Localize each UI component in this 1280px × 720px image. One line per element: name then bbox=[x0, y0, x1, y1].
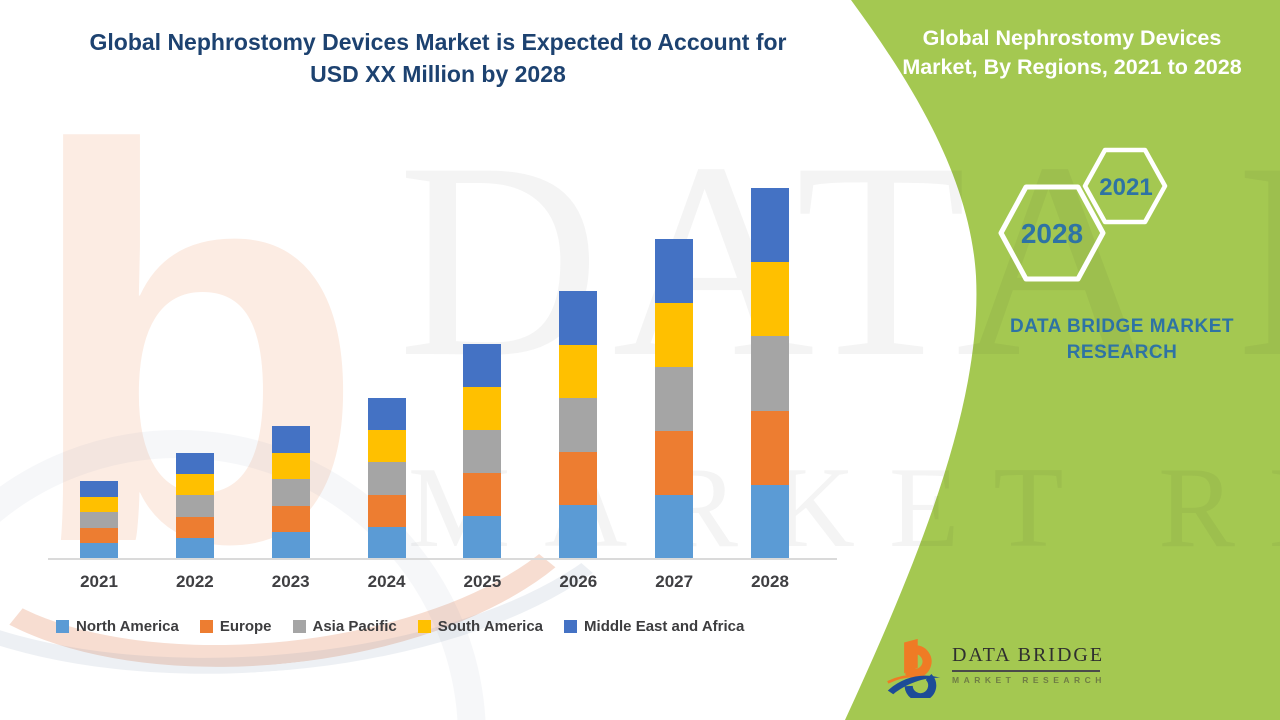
x-axis-label-2026: 2026 bbox=[559, 572, 598, 591]
x-axis-label-2022: 2022 bbox=[175, 572, 214, 591]
chart-title-line1: Global Nephrostomy Devices Market is Exp… bbox=[89, 29, 787, 55]
bar-segment-2026-asia-pacific bbox=[559, 398, 598, 452]
bar-segment-2027-middle-east-and-africa bbox=[655, 239, 694, 303]
bar-segment-2022-asia-pacific bbox=[175, 495, 214, 517]
legend-swatch bbox=[199, 620, 213, 633]
bar-segment-2025-north-america bbox=[463, 516, 502, 559]
legend-item-south-america: South America bbox=[417, 618, 544, 635]
bar-segment-2026-north-america bbox=[559, 505, 598, 559]
hexagon-2021-label: 2021 bbox=[1099, 174, 1153, 201]
bar-segment-2027-south-america bbox=[655, 303, 694, 367]
legend-label: Asia Pacific bbox=[312, 618, 397, 635]
x-axis-line bbox=[48, 558, 837, 560]
legend-swatch bbox=[292, 620, 306, 633]
bar-segment-2026-south-america bbox=[559, 344, 598, 399]
legend-swatch bbox=[417, 620, 431, 633]
brand-wordmark-line1: DATA BRIDGE MARKET bbox=[1010, 316, 1234, 337]
bar-segment-2021-south-america bbox=[80, 496, 118, 513]
watermark-text-row1: DATA BRIDGE bbox=[398, 120, 1280, 400]
bar-segment-2021-north-america bbox=[80, 543, 118, 559]
x-axis-label-2027: 2027 bbox=[655, 572, 694, 591]
chart-legend: North America Europe Asia Pacific South Ame… bbox=[56, 618, 856, 635]
bar-segment-2028-asia-pacific bbox=[751, 336, 790, 411]
bar-segment-2023-south-america bbox=[271, 452, 310, 480]
bar-segment-2024-asia-pacific bbox=[367, 462, 406, 495]
hexagon-2021 bbox=[1082, 147, 1168, 225]
x-axis-label-2024: 2024 bbox=[367, 572, 406, 591]
bar-segment-2022-north-america bbox=[175, 537, 214, 559]
bar-segment-2025-europe bbox=[463, 473, 502, 516]
bar-segment-2023-asia-pacific bbox=[271, 479, 310, 506]
brand-wordmark-line2: RESEARCH bbox=[1066, 342, 1178, 363]
bar-segment-2025-south-america bbox=[463, 387, 502, 430]
legend-item-asia-pacific: Asia Pacific bbox=[292, 618, 397, 635]
bar-segment-2023-middle-east-and-africa bbox=[271, 426, 310, 453]
legend-label: Middle East and Africa bbox=[584, 618, 745, 635]
green-panel-shape bbox=[845, 0, 1280, 720]
bar-segment-2021-europe bbox=[80, 527, 118, 544]
right-panel-title-line2: Market, By Regions, 2021 to 2028 bbox=[902, 55, 1242, 79]
bar-segment-2027-north-america bbox=[655, 495, 694, 559]
legend-item-north-america: North America bbox=[56, 618, 179, 635]
x-axis-label-2025: 2025 bbox=[463, 572, 502, 591]
x-axis-label-2023: 2023 bbox=[271, 572, 310, 591]
bar-segment-2026-middle-east-and-africa bbox=[559, 291, 598, 345]
bar-segment-2021-middle-east-and-africa bbox=[80, 481, 118, 497]
x-axis-label-2021: 2021 bbox=[80, 572, 118, 591]
footer-logo-tagline: MARKET RESEARCH bbox=[952, 675, 1106, 685]
bar-segment-2027-asia-pacific bbox=[655, 367, 694, 431]
brand-wordmark: DATA BRIDGE MARKET RESEARCH bbox=[972, 314, 1272, 366]
bar-segment-2024-north-america bbox=[367, 526, 406, 559]
chart-title-line2: USD XX Million by 2028 bbox=[310, 61, 566, 87]
bar-segment-2024-south-america bbox=[367, 430, 406, 463]
footer-logo-rule bbox=[952, 670, 1100, 672]
bar-segment-2025-asia-pacific bbox=[463, 430, 502, 473]
bar-segment-2027-europe bbox=[655, 431, 694, 495]
bar-segment-2028-middle-east-and-africa bbox=[751, 188, 790, 263]
bar-segment-2028-europe bbox=[751, 410, 790, 485]
x-axis-label-2028: 2028 bbox=[751, 572, 789, 591]
legend-item-europe: Europe bbox=[199, 618, 272, 635]
legend-swatch bbox=[564, 620, 578, 633]
bar-segment-2021-asia-pacific bbox=[80, 512, 118, 528]
bar-segment-2022-europe bbox=[175, 516, 214, 538]
legend-item-middle-east-and-africa: Middle East and Africa bbox=[564, 618, 744, 635]
bar-segment-2028-south-america bbox=[751, 262, 790, 337]
chart-title: Global Nephrostomy Devices Market is Exp… bbox=[58, 26, 818, 90]
bar-segment-2022-middle-east-and-africa bbox=[175, 453, 214, 475]
right-panel-title: Global Nephrostomy Devices Market, By Re… bbox=[870, 24, 1274, 82]
bar-segment-2023-north-america bbox=[271, 532, 310, 559]
hexagon-2028-label: 2028 bbox=[1020, 218, 1084, 249]
footer-logo-text: DATA BRIDGE MARKET RESEARCH bbox=[952, 644, 1102, 685]
legend-label: South America bbox=[437, 618, 544, 635]
plot-area: 2021 2022 2023 2024 2025 2026 2027 2028 bbox=[80, 188, 790, 591]
footer-logo: DATA BRIDGE MARKET RESEARCH bbox=[886, 636, 1102, 698]
legend-swatch bbox=[56, 620, 69, 633]
bar-segment-2023-europe bbox=[271, 505, 310, 533]
bar-segment-2026-europe bbox=[559, 451, 598, 506]
bar-segment-2024-middle-east-and-africa bbox=[367, 398, 406, 431]
bar-segment-2025-middle-east-and-africa bbox=[463, 344, 502, 387]
hexagon-2028 bbox=[998, 184, 1106, 282]
bar-segment-2024-europe bbox=[367, 494, 406, 527]
data-bridge-logo-icon bbox=[887, 638, 941, 698]
legend-label: Europe bbox=[219, 618, 272, 635]
bar-segment-2028-north-america bbox=[751, 484, 790, 559]
right-panel-title-line1: Global Nephrostomy Devices bbox=[922, 26, 1222, 50]
watermark-text-row2: MARKET RESEARCH bbox=[408, 444, 1280, 571]
footer-logo-name: DATA BRIDGE bbox=[952, 644, 1105, 666]
bar-segment-2022-south-america bbox=[175, 474, 214, 496]
legend-label: North America bbox=[76, 618, 179, 635]
